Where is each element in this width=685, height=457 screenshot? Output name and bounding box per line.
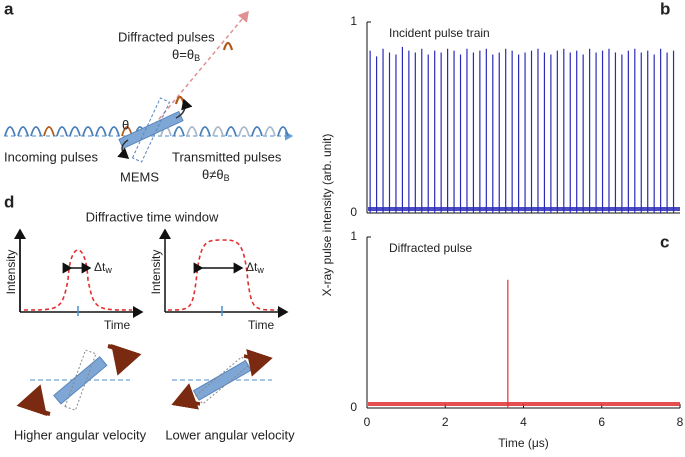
label: Diffractive time window [86,209,219,224]
pulse-icon [277,126,289,137]
subscript: w [104,265,112,275]
rotation-arrow [171,383,201,410]
y-axis-label: X-ray pulse intensity (arb. unit) [320,134,334,297]
rotation-arrow [243,348,273,377]
pulse-icon [264,126,276,137]
x-tick-label: 0 [364,415,371,429]
panel-a: a Diffracted pulses θ=θB θ Incoming puls… [4,0,294,184]
pulse-icon [199,126,211,137]
label: Diffracted pulses [118,29,215,44]
label: θ=θ [172,47,194,62]
rotation-arrow [107,343,142,376]
x-tick-label: 8 [677,415,684,429]
label: θ=θB [172,47,200,63]
label: θ≠θB [202,167,230,183]
pulse-icon [30,126,42,137]
axis-label: Intensity [4,250,18,295]
subscript: w [256,265,264,275]
panel-letter: c [660,232,669,251]
label: Δtw [94,260,112,275]
time-window [167,239,279,311]
mirror-outline [195,356,250,405]
rotation-arrow [117,139,130,159]
mems-outline [131,97,171,163]
pulse-icon [238,126,250,137]
label: Transmitted pulses [172,149,282,164]
pulse-icon [17,126,29,137]
label: Incoming pulses [4,149,98,164]
panel-letter: b [660,0,670,18]
subscript: B [194,53,200,63]
y-tick-label: 0 [350,400,357,414]
pulse-icon [251,126,263,137]
pulse-icon [173,126,185,137]
panel-letter: d [4,192,14,211]
y-tick-label: 1 [350,14,357,28]
rotation-arrow [175,98,193,119]
axis-label: Intensity [149,250,163,295]
caption: Higher angular velocity [14,427,147,442]
angle: θ [122,117,129,132]
x-tick-label: 2 [442,415,449,429]
x-axis-label: Time (μs) [498,436,548,450]
series-label: Incident pulse train [389,26,490,40]
panel-d: d Diffractive time window Intensity Time… [4,192,295,442]
noise-floor [368,207,680,211]
x-tick-label: 6 [598,415,605,429]
noise-floor [368,402,680,406]
pulse-icon [56,126,68,137]
panel-letter: a [4,0,14,18]
pulse-icon [225,126,237,137]
pulse-icon [186,126,198,137]
mems-mirror [118,110,184,150]
label: Δt [246,260,258,274]
pulse-icon [95,126,107,137]
axes [19,232,142,312]
pulse-icon [82,126,94,137]
caption: Lower angular velocity [165,427,295,442]
label: Δt [94,260,106,274]
label: MEMS [120,169,159,184]
mirror [192,359,252,401]
pulse-icon [43,126,55,137]
label: θ≠θ [202,167,224,182]
series-label: Diffracted pulse [389,241,472,255]
time-window [23,249,133,311]
x-tick-label: 4 [520,415,527,429]
mirror [53,356,108,405]
subscript: B [224,173,230,183]
charts: 0 1 X-ray pulse intensity (arb. unit) b Inci… [320,0,683,450]
y-tick-label: 1 [350,229,357,243]
pulse-icon [4,126,16,137]
axis-label: Time [104,318,131,332]
pulse-icon [69,126,81,137]
label: Δtw [246,260,264,275]
y-tick-label: 0 [350,205,357,219]
axis-label: Time [248,318,275,332]
pulse-icon [108,126,120,137]
rotation-arrow [16,384,51,417]
pulse-icon [212,126,224,137]
diffracted-beam [149,10,249,131]
